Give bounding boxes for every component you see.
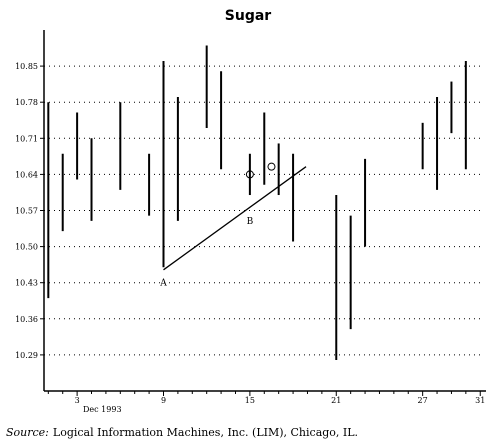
y-tick-label: 10.57 xyxy=(15,207,38,216)
x-tick-label: 21 xyxy=(331,396,341,405)
y-tick-label: 10.64 xyxy=(15,170,38,179)
x-axis-ticks: 3 9 15 21 27 31 xyxy=(47,391,485,405)
source-note: Source: Logical Information Machines, Inc… xyxy=(6,426,358,439)
x-tick-label: 31 xyxy=(475,396,485,405)
axes xyxy=(43,30,486,392)
source-text: Logical Information Machines, Inc. (LIM)… xyxy=(53,426,358,439)
source-label: Source: xyxy=(6,426,49,439)
x-tick-label: 27 xyxy=(418,396,428,405)
annotation-a: A xyxy=(159,279,167,289)
y-tick-label: 10.71 xyxy=(15,134,38,143)
x-tick-label: 15 xyxy=(245,396,255,405)
trend-overlay: AB xyxy=(159,162,307,289)
price-bars xyxy=(47,45,467,361)
y-tick-label: 10.36 xyxy=(15,315,38,324)
x-axis-sublabel: Dec 1993 xyxy=(83,405,122,414)
annotation-b: B xyxy=(247,217,254,227)
y-tick-label: 10.43 xyxy=(15,279,38,288)
y-axis-ticks: 10.85 10.78 10.71 10.64 10.57 10.50 10.43 10.36… xyxy=(15,62,44,360)
trend-marker xyxy=(267,162,276,171)
trend-line xyxy=(163,166,307,271)
x-tick-label: 9 xyxy=(161,396,166,405)
y-tick-label: 10.29 xyxy=(15,351,38,360)
chart-title: Sugar xyxy=(225,8,272,24)
trend-marker xyxy=(245,170,254,179)
x-tick-label: 3 xyxy=(75,396,80,405)
y-tick-label: 10.50 xyxy=(15,243,38,252)
gridlines xyxy=(44,65,482,356)
y-tick-label: 10.85 xyxy=(15,62,38,71)
y-tick-label: 10.78 xyxy=(15,98,38,107)
